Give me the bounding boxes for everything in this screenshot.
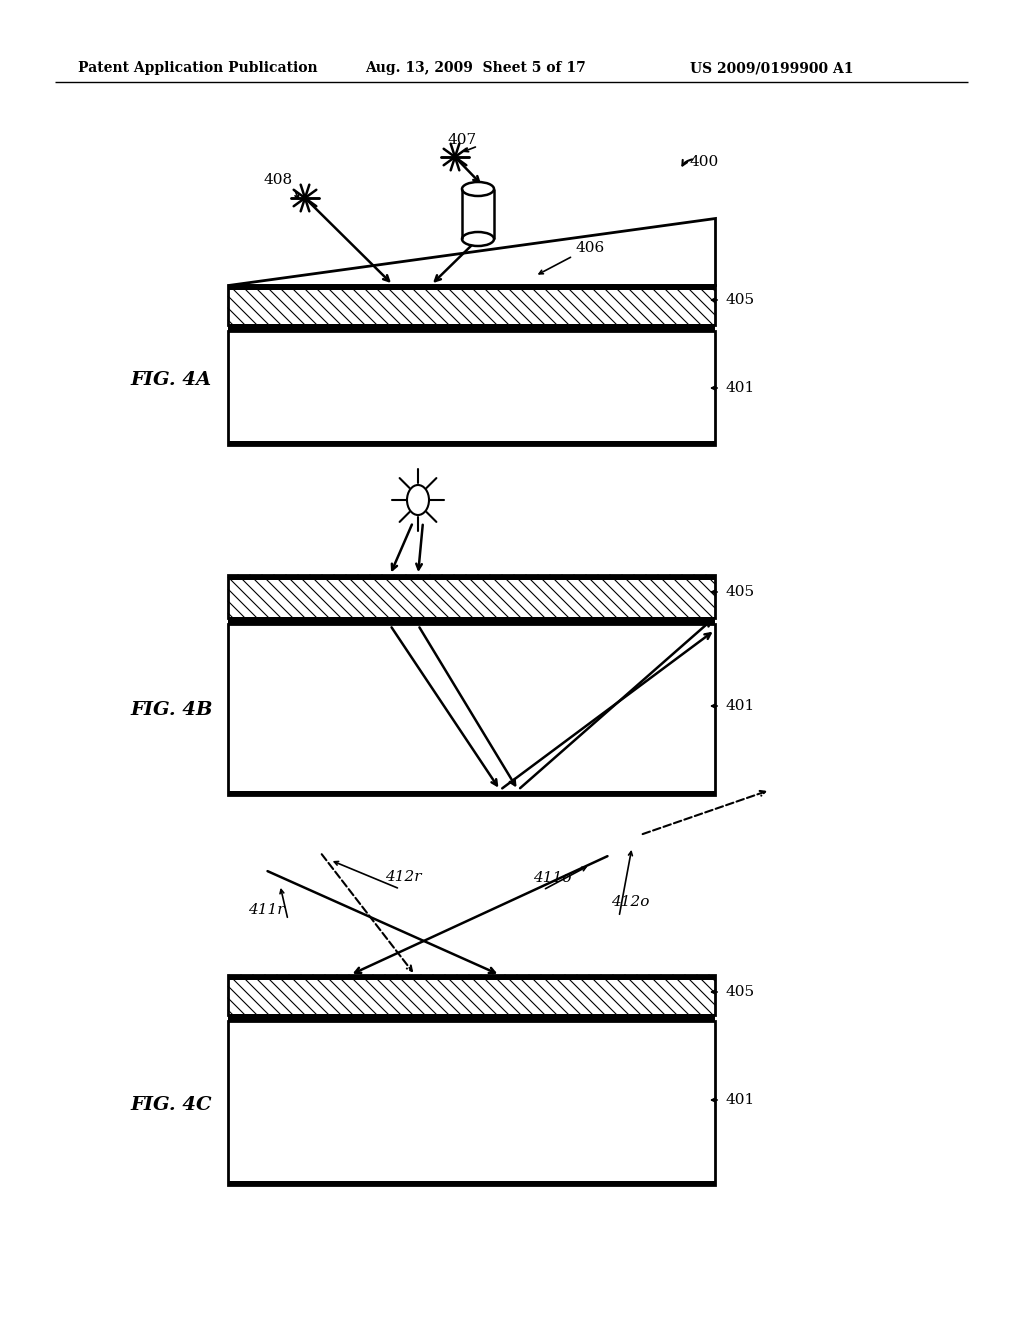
Ellipse shape — [462, 232, 494, 246]
Bar — [228, 975, 715, 979]
Text: 405: 405 — [725, 985, 754, 999]
Bar — [228, 975, 715, 1015]
Ellipse shape — [462, 182, 494, 195]
Bar — [228, 791, 715, 795]
Bar — [228, 323, 715, 331]
Text: 408: 408 — [264, 173, 293, 187]
Bar — [228, 1020, 715, 1185]
Text: 405: 405 — [725, 585, 754, 599]
Text: US 2009/0199900 A1: US 2009/0199900 A1 — [690, 61, 853, 75]
Text: 412o: 412o — [611, 895, 649, 909]
Text: 407: 407 — [449, 133, 477, 147]
Ellipse shape — [407, 484, 429, 515]
Bar — [228, 285, 715, 325]
Bar — [228, 331, 715, 445]
Text: Aug. 13, 2009  Sheet 5 of 17: Aug. 13, 2009 Sheet 5 of 17 — [365, 61, 586, 75]
Text: 406: 406 — [575, 242, 604, 255]
Polygon shape — [228, 218, 715, 285]
Bar — [228, 1014, 715, 1020]
Text: 411r: 411r — [248, 903, 285, 917]
Bar — [228, 285, 715, 290]
Bar — [228, 576, 715, 618]
Text: Patent Application Publication: Patent Application Publication — [78, 61, 317, 75]
Text: FIG. 4C: FIG. 4C — [130, 1096, 212, 1114]
Bar — [228, 616, 715, 624]
Bar — [228, 441, 715, 445]
Bar — [228, 285, 715, 325]
Text: 401: 401 — [725, 700, 755, 713]
Bar — [228, 1181, 715, 1185]
Text: 405: 405 — [725, 293, 754, 308]
Bar — [228, 576, 715, 618]
Bar — [228, 624, 715, 795]
Bar — [228, 576, 715, 579]
Text: FIG. 4B: FIG. 4B — [130, 701, 213, 719]
Text: 400: 400 — [690, 154, 719, 169]
Text: 401: 401 — [725, 1093, 755, 1107]
Text: 401: 401 — [725, 381, 755, 395]
Bar — [228, 975, 715, 1015]
Text: 412r: 412r — [385, 870, 422, 884]
Text: FIG. 4A: FIG. 4A — [130, 371, 211, 389]
Text: 411o: 411o — [534, 871, 571, 884]
